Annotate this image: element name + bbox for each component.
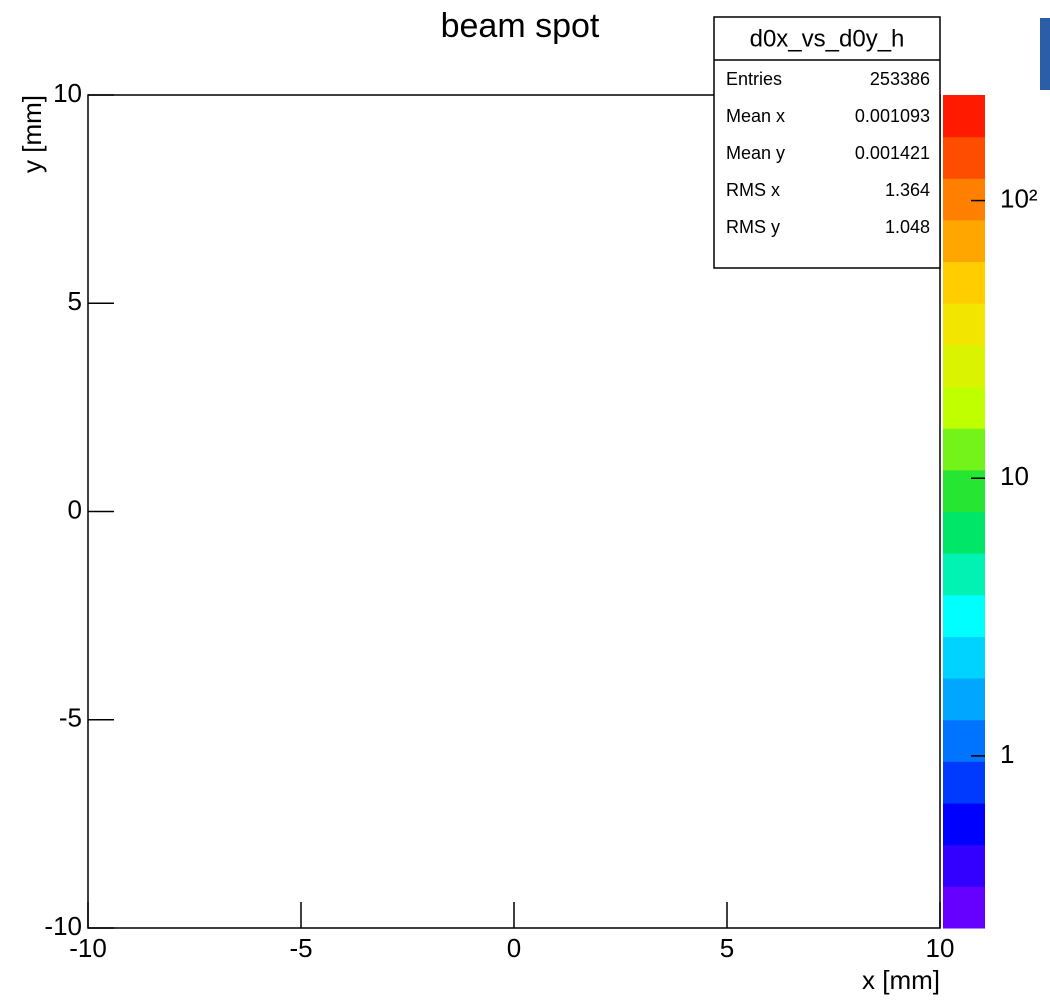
y-tick-label: -10 (44, 911, 82, 941)
x-tick-label: 0 (507, 933, 521, 963)
stats-value: 1.048 (885, 217, 930, 237)
stats-label: Entries (726, 69, 782, 89)
y-axis-label: y [mm] (17, 95, 47, 173)
colorbar-band (943, 511, 985, 554)
colorbar-band (943, 553, 985, 596)
stats-title: d0x_vs_d0y_h (750, 25, 905, 52)
colorbar-band (943, 261, 985, 304)
x-tick-label: 10 (926, 933, 955, 963)
colorbar-band (943, 886, 985, 929)
colorbar-band (943, 136, 985, 179)
chart-title: beam spot (441, 7, 600, 45)
colorbar-band (943, 844, 985, 887)
colorbar-tick-label: 1 (1000, 739, 1014, 769)
colorbar-band (943, 636, 985, 679)
colorbar-band (943, 594, 985, 637)
y-tick-label: 5 (68, 286, 82, 316)
colorbar-band (943, 95, 985, 138)
colorbar-band (943, 428, 985, 471)
colorbar-band (943, 344, 985, 388)
stats-box (713, 16, 941, 269)
y-tick-label: 10 (53, 78, 82, 108)
colorbar-band (943, 178, 985, 221)
x-axis-label: x [mm] (862, 965, 940, 995)
colorbar-tick-label: 10 (1000, 461, 1029, 491)
colorbar-tick-label: 10² (1000, 183, 1038, 213)
colorbar-band (943, 303, 985, 346)
stats-value: 253386 (870, 69, 930, 89)
x-tick-label: 5 (720, 933, 734, 963)
stats-value: 0.001421 (855, 143, 930, 163)
stats-label: RMS y (726, 217, 780, 237)
stats-value: 1.364 (885, 180, 930, 200)
colorbar-band (943, 719, 985, 762)
stats-label: RMS x (726, 180, 780, 200)
colorbar-band (943, 386, 985, 429)
x-tick-label: -10 (69, 933, 107, 963)
x-tick-label: -5 (289, 933, 312, 963)
colorbar-band (943, 678, 985, 721)
colorbar-band (943, 469, 985, 512)
y-tick-label: -5 (59, 703, 82, 733)
colorbar-band (943, 803, 985, 846)
logo (1040, 18, 1050, 90)
stats-value: 0.001093 (855, 106, 930, 126)
stats-label: Mean y (726, 143, 785, 163)
colorbar-band (943, 219, 985, 263)
colorbar-band (943, 761, 985, 804)
y-tick-label: 0 (68, 494, 82, 524)
stats-label: Mean x (726, 106, 785, 126)
